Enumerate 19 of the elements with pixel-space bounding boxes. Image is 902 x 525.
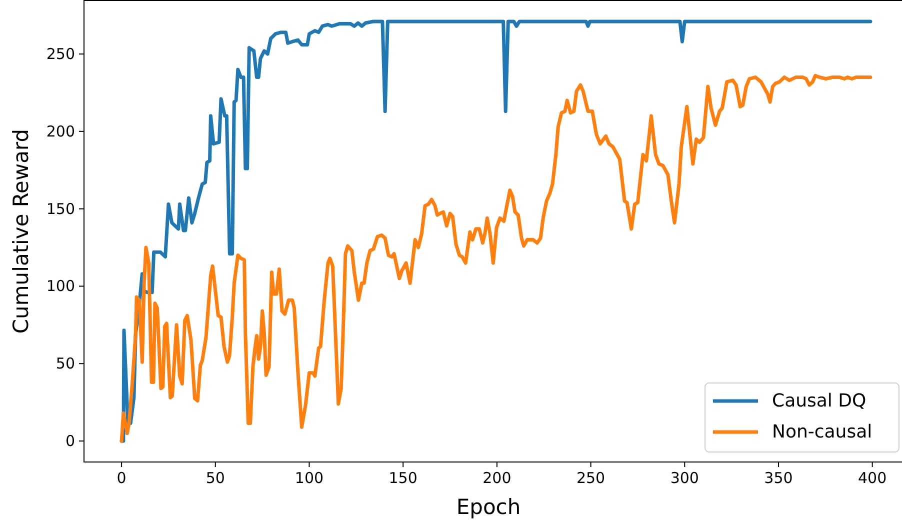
x-tick-label: 400 [858, 469, 887, 487]
y-tick-label: 150 [46, 200, 75, 218]
y-tick-label: 100 [46, 277, 75, 296]
y-tick-label: 250 [46, 44, 75, 63]
y-tick-label: 50 [56, 354, 75, 373]
x-tick-label: 100 [294, 469, 324, 487]
x-tick-label: 300 [670, 469, 699, 487]
y-tick-label: 200 [46, 122, 75, 140]
legend-label: Non-causal [772, 422, 872, 442]
x-tick-label: 250 [576, 469, 606, 487]
legend-label: Causal DQ [772, 390, 866, 412]
y-tick-label: 0 [65, 432, 75, 450]
x-axis-title: Epoch [456, 495, 521, 519]
x-tick-label: 0 [116, 469, 126, 487]
x-tick-label: 50 [206, 469, 225, 487]
x-tick-label: 200 [482, 469, 512, 487]
x-tick-label: 350 [764, 469, 793, 487]
x-tick-label: 150 [388, 469, 418, 487]
y-axis-title: Cumulative Reward [9, 128, 33, 334]
